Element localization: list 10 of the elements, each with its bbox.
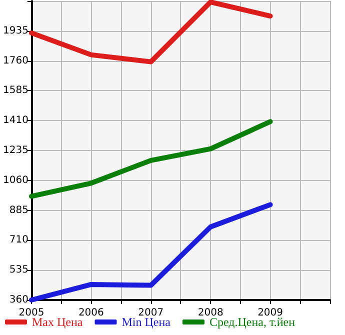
y-tick-label: 1935 [2, 25, 28, 36]
y-tick-label: 710 [9, 234, 28, 246]
y-tick-label: 1585 [2, 85, 28, 96]
y-tick-label: 1760 [2, 55, 28, 66]
y-tick-label: 1410 [2, 115, 28, 126]
y-tick-label: 1060 [2, 174, 28, 186]
y-tick-label: 885 [9, 204, 28, 216]
y-tick-label: 1235 [2, 145, 28, 156]
y-tick-label: 360 [9, 294, 28, 306]
y-tick-label: 535 [9, 264, 28, 276]
